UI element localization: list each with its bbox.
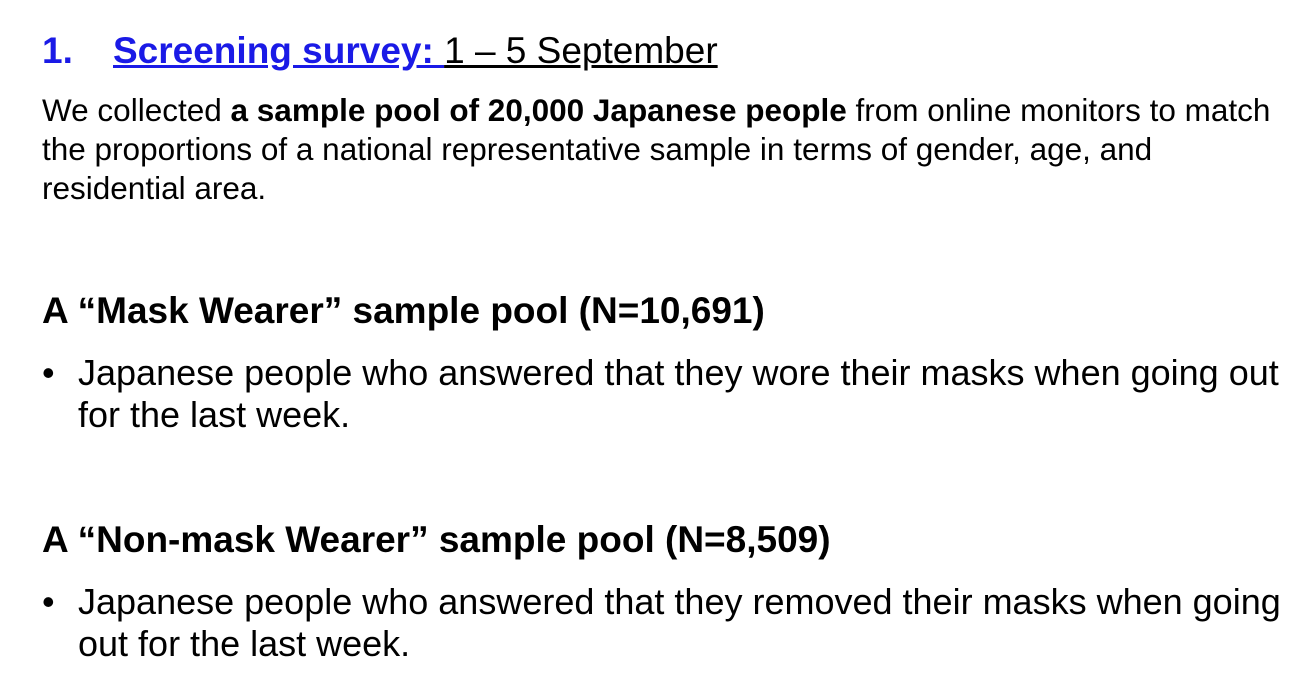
section-heading: 1. Screening survey: 1 – 5 September [42,29,718,73]
bullet-icon: • [42,352,55,393]
bullet-icon: • [42,581,55,622]
non-mask-wearer-description: Japanese people who answered that they r… [78,581,1281,664]
intro-text-end: from online monitors to match the propor… [42,92,1271,206]
non-mask-wearer-bullet: • Japanese people who answered that they… [42,581,1304,665]
intro-text-start: We collected [42,92,231,128]
intro-paragraph: We collected a sample pool of 20,000 Jap… [42,91,1300,208]
section-number: 1. [42,30,73,71]
mask-wearer-description: Japanese people who answered that they w… [78,352,1279,435]
intro-bold-text: a sample pool of 20,000 Japanese people [230,92,847,128]
non-mask-wearer-pool-title: A “Non-mask Wearer” sample pool (N=8,509… [42,519,831,560]
survey-date: 1 – 5 September [444,30,718,71]
mask-wearer-bullet: • Japanese people who answered that they… [42,352,1304,436]
section-title-link[interactable]: Screening survey: [113,30,445,71]
mask-wearer-pool-title: A “Mask Wearer” sample pool (N=10,691) [42,290,765,331]
